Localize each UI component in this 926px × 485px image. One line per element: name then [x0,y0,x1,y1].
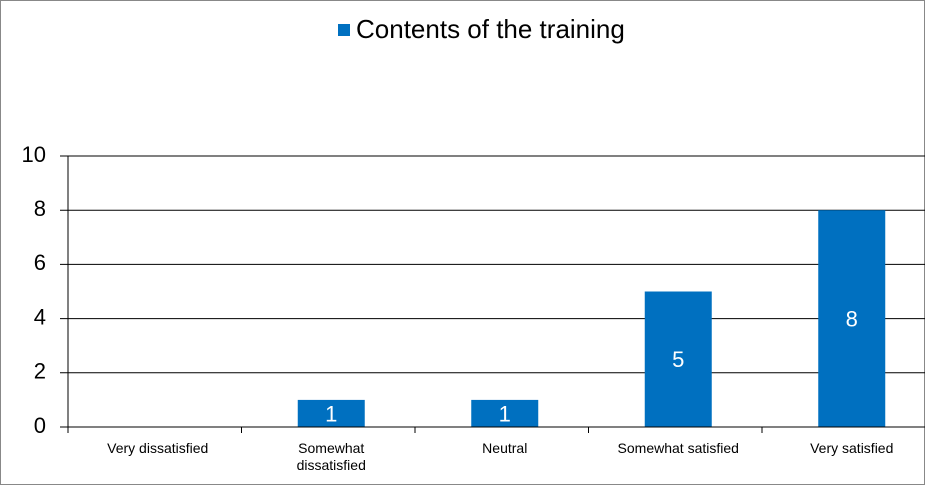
y-tick-label: 4 [34,304,46,329]
x-tick-label: Very satisfied [810,440,894,456]
y-tick-label: 8 [34,196,46,221]
bar [471,399,539,427]
x-tick-label: Neutral [482,440,528,456]
bar [297,399,365,427]
bar [818,210,886,427]
y-tick-label: 2 [34,359,46,384]
y-tick-label: 0 [34,413,46,438]
y-tick-label: 6 [34,250,46,275]
x-tick-label: Very dissatisfied [107,440,209,456]
x-tick-label: Somewhat satisfied [617,440,739,456]
bar [644,291,712,427]
legend-swatch [338,24,350,36]
legend-label: Contents of the training [356,14,625,44]
x-tick-label: Somewhat dissatisfied [296,440,366,473]
data-label: 1 [325,401,337,426]
data-label: 8 [846,306,858,331]
data-label: 5 [672,347,684,372]
y-tick-label: 10 [22,142,46,167]
data-label: 1 [499,401,511,426]
